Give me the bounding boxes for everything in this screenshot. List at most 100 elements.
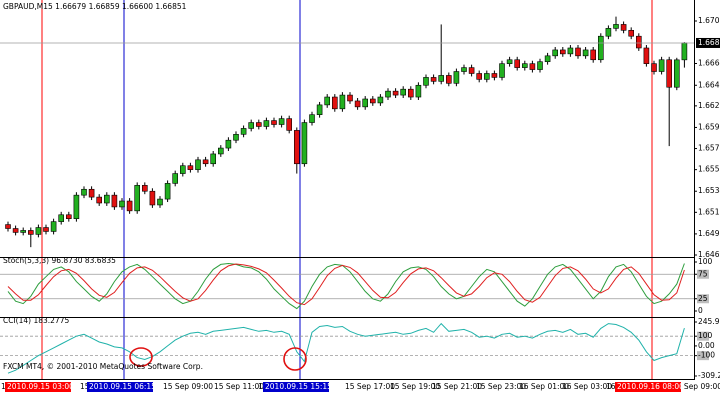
y-tick-label: 0.00 (698, 341, 715, 350)
y-tick-label: 1.66420 (698, 80, 720, 89)
indicator-title: Stoch(5,3,3) 96.8730 83.6835 (3, 256, 116, 265)
marker-label-box (87, 382, 153, 392)
candle-body (88, 188, 95, 198)
candle-body (544, 55, 551, 63)
current-price-label: 1.66851 (698, 38, 720, 47)
candle-body (331, 96, 338, 110)
y-tick-label: -100 (698, 351, 715, 360)
candle-body (666, 59, 673, 88)
candle-body (468, 67, 475, 74)
candle-body (552, 49, 559, 57)
marker-label-box (5, 382, 71, 392)
candle-body (514, 59, 521, 68)
candle-body (142, 185, 148, 192)
copyright: FXCM MT4, © 2001-2010 MetaQuotes Softwar… (3, 362, 203, 371)
candle-body (119, 200, 125, 208)
candle-body (66, 214, 72, 219)
candle-body (354, 100, 361, 108)
candle-body (12, 228, 19, 233)
candle-body (658, 59, 665, 72)
candle-body (50, 221, 57, 232)
y-tick-label: 1.67075 (698, 16, 720, 25)
candle-body (567, 47, 574, 55)
indicator-title: CCI(14) 183.2775 (3, 316, 69, 325)
indicator-line (7, 322, 685, 374)
candle-body (149, 190, 156, 206)
tick-box (697, 351, 709, 361)
candle-body (582, 49, 589, 57)
y-tick-label: 1.66210 (698, 101, 720, 110)
marker-label-box (615, 382, 681, 392)
x-tick-label: 16 Sep 09:00 (672, 382, 720, 391)
marker-label: 2010.09.15 06:15 (89, 382, 156, 391)
candle-body (575, 47, 581, 57)
candle-body (643, 47, 650, 64)
candle-body (225, 139, 232, 149)
candle-body (537, 61, 543, 70)
x-tick-label: 15 Sep 21:00 (432, 382, 482, 391)
candle-body (651, 63, 657, 72)
candle-body (673, 59, 680, 88)
y-tick-label: 100 (698, 331, 713, 340)
candle-body (195, 159, 201, 170)
candle-body (597, 35, 604, 61)
candle-body (483, 73, 490, 80)
candle-body (111, 194, 118, 208)
candle-body (476, 73, 483, 80)
x-tick-label: 15 Sep 19:00 (390, 382, 440, 391)
candle-body (278, 118, 285, 125)
highlight-circle (283, 347, 307, 371)
marker-label: 2010.09.16 08:00 (617, 382, 684, 391)
y-tick-label: 1.64690 (698, 250, 720, 259)
candle-body (461, 67, 467, 72)
y-tick-label: 100 (698, 257, 713, 266)
candle-body (271, 120, 277, 125)
y-tick-label: 245.984 (698, 317, 720, 326)
candle-body (58, 214, 65, 222)
y-tick-label: 1.65340 (698, 186, 720, 195)
marker-label-box (263, 382, 329, 392)
candle-body (248, 122, 254, 129)
tick-box (697, 294, 709, 304)
candle-body (681, 42, 688, 61)
candle-body (187, 165, 194, 170)
candle-body (218, 147, 224, 155)
y-tick-label: 75 (698, 269, 708, 278)
x-tick-label: 15 Sep 23:00 (476, 382, 526, 391)
y-tick-label: 1.65990 (698, 122, 720, 131)
candle-body (233, 134, 239, 141)
indicator-line (7, 263, 685, 306)
candle-body (20, 230, 27, 233)
x-tick-label: 16 Sep 03:00 (562, 382, 612, 391)
y-tick-label: 1.64905 (698, 229, 720, 238)
x-tick-label: 16 Sep 01:00 (519, 382, 569, 391)
candle-body (202, 159, 209, 165)
x-tick-label: 15 Sep 09:00 (163, 382, 213, 391)
tick-box (697, 331, 709, 341)
candle-body (392, 90, 399, 96)
candle-body (620, 24, 627, 31)
candle-body (453, 71, 460, 84)
y-tick-label: 1.66642 (698, 58, 720, 67)
candle-body (521, 63, 528, 68)
candle-body (400, 88, 407, 96)
candle-body (613, 24, 619, 29)
candle-body (35, 227, 42, 235)
y-tick-label: 1.65560 (698, 165, 720, 174)
candle-body (126, 200, 133, 212)
candle-body (263, 120, 270, 127)
window-title: GBPAUD,M15 1.66679 1.66859 1.66600 1.668… (3, 2, 187, 11)
candle-body (73, 194, 80, 219)
marker-label: 2010.09.15 15:15 (265, 382, 332, 391)
candle-body (385, 90, 391, 98)
candle-body (104, 194, 110, 204)
candle-body (301, 122, 308, 165)
candle-body (134, 185, 140, 212)
candle-body (628, 30, 635, 37)
x-tick-label: 15 Sep 11:00 (214, 382, 264, 391)
candle-body (316, 104, 323, 115)
candle-body (180, 165, 186, 174)
candle-body (164, 183, 171, 200)
